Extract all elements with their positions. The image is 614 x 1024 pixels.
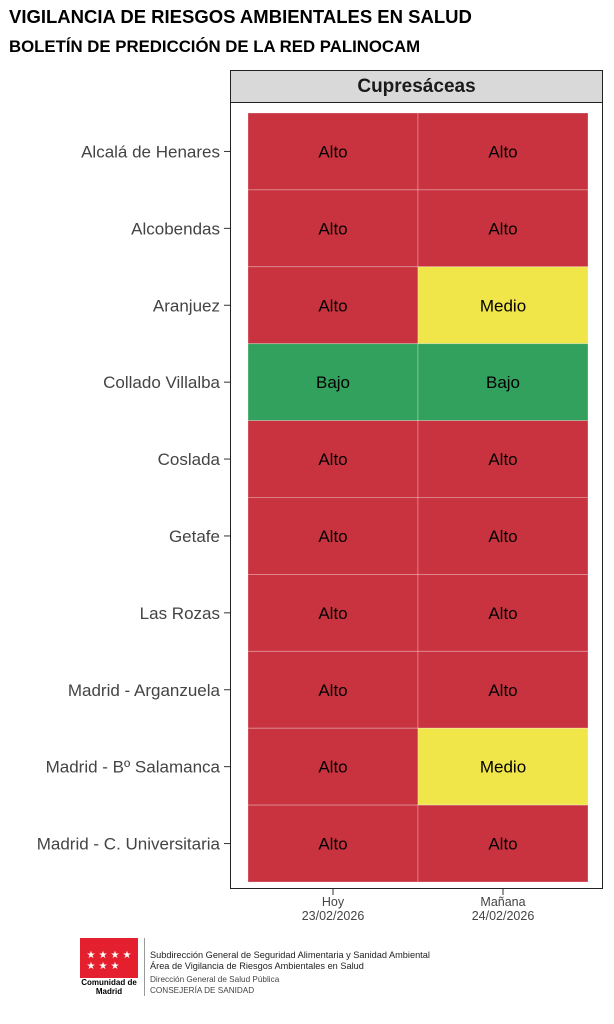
svg-text:★: ★	[111, 961, 120, 972]
cell-label: Alto	[488, 142, 517, 161]
heatmap-cell	[417, 266, 589, 345]
cell-label: Alto	[318, 835, 347, 854]
heatmap-cell	[417, 574, 589, 652]
cell-label: Alto	[488, 450, 517, 469]
footer-line-4: CONSEJERÍA DE SANIDAD	[150, 986, 255, 995]
page-subtitle: BOLETÍN DE PREDICCIÓN DE LA RED PALINOCA…	[9, 37, 421, 56]
cell-label: Alto	[318, 219, 347, 238]
y-tick-label: Alcalá de Henares	[81, 142, 220, 161]
x-tick-label: Mañana 24/02/2026	[472, 895, 535, 923]
page-title: VIGILANCIA DE RIESGOS AMBIENTALES EN SAL…	[9, 6, 472, 27]
heatmap-cell	[417, 650, 589, 729]
heatmap-cell	[417, 497, 589, 575]
y-tick-label: Las Rozas	[140, 604, 220, 623]
y-tick-label: Madrid - Arganzuela	[68, 681, 221, 700]
y-tick-label: Madrid - Bº Salamanca	[46, 758, 221, 777]
footer-divider	[144, 938, 145, 996]
cell-label: Alto	[318, 296, 347, 315]
footer-line-1: Subdirección General de Seguridad Alimen…	[150, 950, 430, 960]
cell-label: Bajo	[316, 373, 350, 392]
cell-label: Medio	[480, 758, 526, 777]
y-tick-label: Coslada	[158, 450, 221, 469]
cell-label: Medio	[480, 296, 526, 315]
facet-title: Cupresáceas	[357, 76, 476, 97]
svg-text:★: ★	[87, 961, 96, 972]
cell-label: Alto	[318, 527, 347, 546]
cell-label: Alto	[488, 681, 517, 700]
heatmap-cell	[247, 650, 419, 729]
svg-text:★: ★	[99, 961, 108, 972]
cell-label: Alto	[488, 604, 517, 623]
facet-strip: Cupresáceas	[230, 70, 603, 103]
heatmap-cell	[417, 727, 589, 806]
cell-label: Alto	[318, 758, 347, 777]
cell-label: Alto	[488, 527, 517, 546]
heatmap-cell	[247, 574, 419, 652]
heatmap-cell	[417, 420, 589, 498]
y-tick-label: Getafe	[169, 527, 220, 546]
heatmap-cell	[247, 727, 419, 806]
svg-text:★: ★	[99, 950, 108, 961]
y-tick-label: Aranjuez	[153, 296, 220, 315]
heatmap-cell	[247, 343, 419, 422]
cell-label: Bajo	[486, 373, 520, 392]
svg-text:★: ★	[87, 950, 96, 961]
footer-line-2: Área de Vigilancia de Riesgos Ambientale…	[150, 961, 364, 971]
cell-label: Alto	[488, 219, 517, 238]
y-tick-label: Alcobendas	[131, 219, 220, 238]
heatmap-cell	[417, 189, 589, 268]
logo-caption: Comunidad de Madrid	[81, 978, 137, 996]
cell-label: Alto	[318, 604, 347, 623]
heatmap-cell	[247, 497, 419, 575]
heatmap-cell	[417, 112, 589, 191]
heatmap-cell	[247, 189, 419, 268]
heatmap-cell	[247, 112, 419, 191]
cell-label: Alto	[318, 142, 347, 161]
svg-text:★: ★	[123, 950, 132, 961]
y-tick-label: Madrid - C. Universitaria	[37, 835, 221, 854]
y-tick-label: Collado Villalba	[103, 373, 220, 392]
cell-label: Alto	[318, 681, 347, 700]
svg-text:★: ★	[111, 950, 120, 961]
comunidad-madrid-logo: ★ ★ ★ ★ ★ ★ ★	[80, 938, 138, 990]
heatmap-cell	[247, 266, 419, 345]
heatmap-cell	[417, 804, 589, 883]
x-tick-label: Hoy 23/02/2026	[302, 895, 365, 923]
footer-line-3: Dirección General de Salud Pública	[150, 975, 280, 984]
cell-label: Alto	[318, 450, 347, 469]
cell-label: Alto	[488, 835, 517, 854]
heatmap-cell	[417, 343, 589, 422]
heatmap-cell	[247, 804, 419, 883]
heatmap-cell	[247, 420, 419, 498]
